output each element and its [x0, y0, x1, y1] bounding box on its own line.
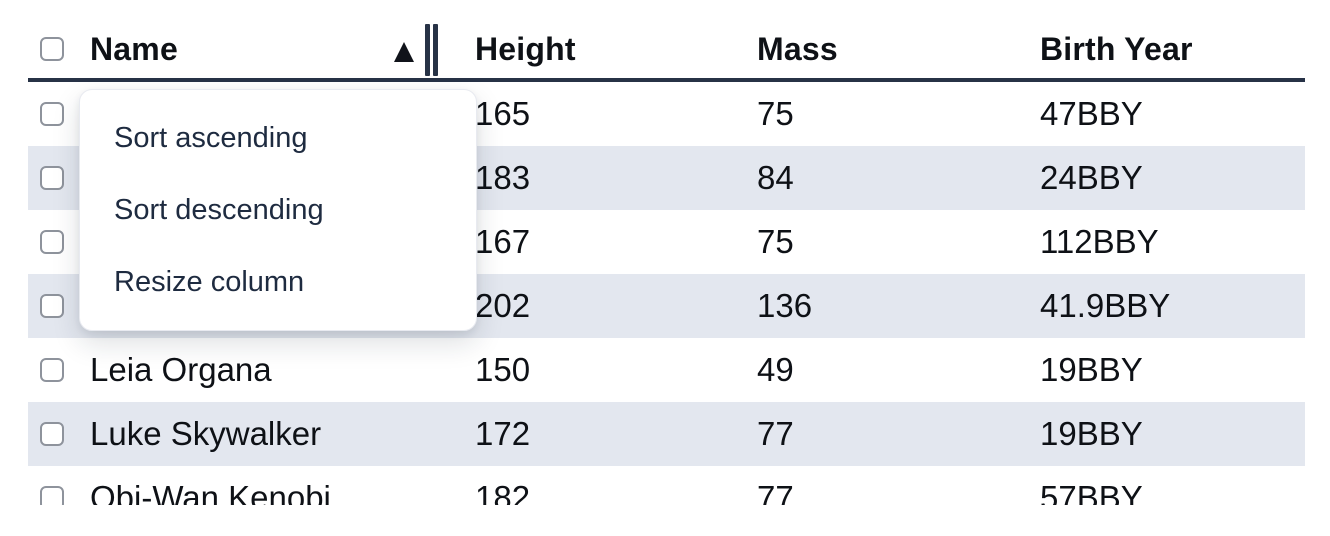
column-header-mass[interactable]: Mass [743, 31, 1026, 68]
row-select-cell [28, 486, 76, 505]
table-row[interactable]: Luke Skywalker 172 77 19BBY [28, 402, 1305, 466]
mass-cell: 75 [757, 223, 794, 260]
row-select-cell [28, 166, 76, 190]
column-header-mass-label: Mass [757, 30, 838, 67]
mass-cell: 136 [757, 287, 813, 324]
row-checkbox[interactable] [40, 422, 64, 446]
characters-table: Name Height Mass Birth Year [28, 0, 1305, 505]
row-select-cell [28, 358, 76, 382]
select-all-cell [28, 37, 76, 61]
table-row[interactable]: Obi-Wan Kenobi 182 77 57BBY [28, 466, 1305, 505]
birth-year-cell: 47BBY [1040, 95, 1143, 132]
birth-year-cell: 19BBY [1040, 415, 1143, 452]
table-row[interactable]: 165 75 47BBY [28, 82, 1305, 146]
birth-year-cell: 112BBY [1040, 223, 1159, 260]
row-select-cell [28, 230, 76, 254]
name-cell: Obi-Wan Kenobi [90, 479, 331, 505]
column-resize-handle-icon[interactable] [425, 24, 438, 76]
column-header-birth-year-label: Birth Year [1040, 30, 1193, 67]
row-checkbox[interactable] [40, 294, 64, 318]
mass-cell: 49 [757, 351, 794, 388]
column-header-name[interactable]: Name [76, 24, 461, 76]
row-checkbox[interactable] [40, 358, 64, 382]
mass-cell: 77 [757, 479, 794, 505]
birth-year-cell: 24BBY [1040, 159, 1143, 196]
mass-cell: 75 [757, 95, 794, 132]
name-cell: Luke Skywalker [90, 415, 322, 452]
menu-item-sort-descending[interactable]: Sort descending [114, 193, 324, 226]
column-header-height[interactable]: Height [461, 31, 743, 68]
birth-year-cell: 41.9BBY [1040, 287, 1171, 324]
height-cell: 183 [475, 159, 531, 196]
row-select-cell [28, 102, 76, 126]
column-header-height-label: Height [475, 30, 576, 67]
height-cell: 150 [475, 351, 531, 388]
birth-year-cell: 57BBY [1040, 479, 1143, 505]
column-context-menu: Sort ascending Sort descending Resize co… [79, 89, 477, 331]
menu-item-resize-column[interactable]: Resize column [114, 265, 305, 298]
height-cell: 167 [475, 223, 531, 260]
birth-year-cell: 19BBY [1040, 351, 1143, 388]
table-header-row: Name Height Mass Birth Year [28, 0, 1305, 82]
row-checkbox[interactable] [40, 102, 64, 126]
row-select-cell [28, 422, 76, 446]
menu-item-sort-ascending[interactable]: Sort ascending [114, 121, 308, 154]
table-viewport: Name Height Mass Birth Year [28, 0, 1305, 505]
height-cell: 202 [475, 287, 531, 324]
row-checkbox[interactable] [40, 486, 64, 505]
table-body: 165 75 47BBY 183 84 24BBY 167 75 112BBY … [28, 82, 1305, 505]
row-checkbox[interactable] [40, 230, 64, 254]
row-checkbox[interactable] [40, 166, 64, 190]
select-all-checkbox[interactable] [40, 37, 64, 61]
column-header-birth-year[interactable]: Birth Year [1026, 31, 1305, 68]
column-header-name-label: Name [90, 30, 178, 67]
height-cell: 172 [475, 415, 531, 452]
height-cell: 165 [475, 95, 531, 132]
table-row[interactable]: 167 75 112BBY [28, 210, 1305, 274]
name-cell: Leia Organa [90, 351, 272, 388]
mass-cell: 77 [757, 415, 794, 452]
mass-cell: 84 [757, 159, 794, 196]
row-select-cell [28, 294, 76, 318]
sort-ascending-icon [394, 42, 414, 62]
table-row[interactable]: Leia Organa 150 49 19BBY [28, 338, 1305, 402]
height-cell: 182 [475, 479, 531, 505]
